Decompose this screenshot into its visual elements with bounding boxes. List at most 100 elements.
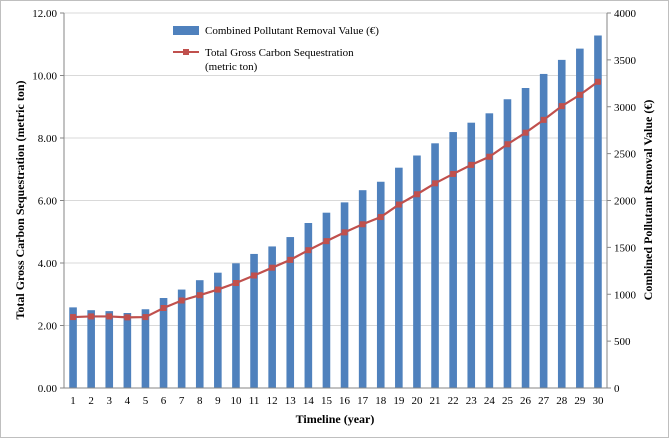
x-tick-label: 3 [107,395,113,407]
right-tick-label: 1500 [614,242,637,254]
left-tick-label: 6.00 [38,196,58,208]
bar-series [69,35,602,388]
x-tick-label: 28 [556,395,568,407]
line-series [70,78,601,321]
right-tick-label: 0 [614,383,620,395]
x-tick-label: 13 [285,395,297,407]
line-point [305,247,312,254]
legend-line-label-1: Total Gross Carbon Sequestration [205,47,354,59]
line-point [558,103,565,110]
x-tick-label: 27 [538,395,550,407]
right-tick-label: 4000 [614,8,637,20]
x-tick-label: 5 [143,395,149,407]
bar [358,190,367,388]
right-tick-label: 500 [614,336,631,348]
bar [214,272,222,388]
bar [576,48,584,388]
right-tick-label: 3000 [614,102,637,114]
x-tick-label: 1 [70,395,76,407]
line-point [594,78,601,85]
bar [467,122,476,388]
x-tick-label: 20 [411,395,423,407]
bar [250,253,258,388]
bar [268,246,276,388]
line-point [341,229,348,236]
x-tick-label: 26 [520,395,532,407]
bar [69,307,77,388]
bar [232,263,240,388]
line-point [377,214,384,221]
bar [539,73,548,388]
x-tick-label: 17 [357,395,369,407]
bar [87,310,95,388]
x-tick-label: 23 [466,395,478,407]
line-point [196,292,203,299]
line-point [576,91,583,98]
x-tick-label: 18 [375,395,387,407]
bar [449,132,457,388]
line-point [413,191,420,198]
bar [304,223,313,388]
x-tick-label: 30 [592,395,604,407]
line-point [214,286,221,293]
bar [503,99,512,388]
left-tick-label: 10.00 [32,71,57,83]
x-tick-label: 14 [303,395,315,407]
legend-line-label-2: (metric ton) [205,61,258,73]
right-tick-label: 1000 [614,289,637,301]
line-point [232,280,239,286]
bar [105,311,114,388]
line-point [450,170,457,177]
bar [340,202,349,388]
x-tick-label: 25 [502,395,514,407]
bar [286,237,295,388]
left-axis-title: Total Gross Carbon Sequestration (metric… [13,81,27,320]
right-tick-label: 3500 [614,55,637,67]
bar [123,313,132,388]
line-point [160,305,167,311]
line-point [178,297,185,304]
bar [177,289,186,388]
line-point [106,313,113,320]
x-tick-label: 7 [179,395,185,407]
left-tick-label: 12.00 [32,8,57,20]
x-tick-label: 8 [197,395,203,407]
line-point [70,314,77,321]
bar [141,309,150,388]
line-point [88,313,95,320]
right-axis-title: Combined Pollutant Removal Value (€) [641,100,655,301]
bar [159,298,168,388]
x-tick-label: 11 [249,395,260,407]
legend-line-marker [183,49,189,55]
x-tick-label: 19 [393,395,405,407]
line-point [486,153,493,160]
line-point [395,201,402,208]
legend: Combined Pollutant Removal Value (€) Tot… [173,25,379,73]
x-tick-label: 4 [125,395,131,407]
line-point [359,221,366,228]
left-axis-ticks: 0.00 2.00 4.00 6.00 8.00 10.00 12.00 [32,8,64,395]
bar [557,59,566,388]
x-tick-label: 16 [339,395,351,407]
x-tick-label: 2 [88,395,94,407]
x-tick-label: 15 [321,395,333,407]
line-point [504,141,511,148]
legend-bar-swatch [173,26,199,35]
x-axis-title: Timeline (year) [296,412,375,426]
x-tick-label: 9 [215,395,221,407]
line-point [323,238,330,245]
bar [413,155,421,388]
x-tick-label: 24 [484,395,496,407]
line-point [540,116,547,123]
line-point [468,161,475,168]
x-tick-label: 6 [161,395,167,407]
bar [485,113,494,388]
line-point [142,314,149,321]
x-tick-label: 12 [267,395,278,407]
x-axis-ticks: 1 2 3 4 5 6 7 8 9 10 11 12 13 14 15 16 17 18 19 20 21 22 23 24 2… [70,395,604,407]
bar [395,167,403,388]
right-tick-label: 2500 [614,149,637,161]
bar [376,181,385,388]
left-tick-label: 0.00 [38,383,58,395]
